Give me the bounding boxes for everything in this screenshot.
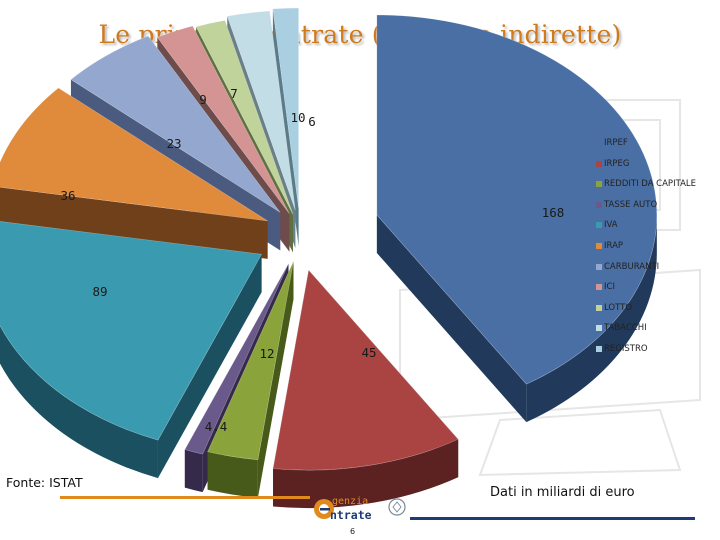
- data-label: 12: [259, 346, 274, 361]
- slice-rim: [184, 449, 203, 493]
- legend-swatch: [596, 263, 602, 270]
- legend-item: IVA: [596, 219, 714, 240]
- legend-item: TASSE AUTO: [596, 199, 714, 220]
- data-label: 36: [60, 188, 75, 203]
- data-label: 6: [308, 114, 316, 129]
- legend-swatch: [596, 160, 602, 167]
- slice-top: [70, 35, 281, 213]
- slice-rim: [207, 451, 258, 498]
- legend-swatch: [596, 242, 602, 249]
- pie-slice-iva: [0, 221, 263, 479]
- legend-label: ICI: [604, 282, 615, 293]
- slice-top: [156, 25, 290, 214]
- divider-right: [410, 517, 695, 520]
- slice-top: [376, 14, 658, 385]
- legend-label: REGISTRO: [604, 343, 648, 354]
- slice-rim: [273, 439, 459, 509]
- pie-slice-irpef: [376, 14, 658, 423]
- slice-rim: [526, 214, 657, 423]
- pie-slice-redditi-da-capitale: [207, 261, 294, 498]
- data-label: 9: [199, 92, 207, 107]
- legend-item: LOTTO: [596, 302, 714, 323]
- legend-label: IRPEF: [604, 138, 628, 148]
- data-label: 23: [166, 136, 181, 151]
- legend-swatch: [596, 325, 602, 332]
- legend-item: REDDITI DA CAPITALE: [596, 178, 714, 199]
- source-note: Fonte: ISTAT: [6, 475, 83, 490]
- legend-label: TABACCHI: [604, 323, 647, 334]
- legend-item: ICI: [596, 281, 714, 302]
- logo-text-line1: genzia: [332, 496, 369, 507]
- data-label: 7: [230, 86, 238, 101]
- slice-wall: [0, 187, 268, 259]
- divider-left: [60, 496, 310, 499]
- slice-wall: [376, 214, 527, 423]
- slice-wall: [257, 261, 294, 498]
- legend-swatch: [596, 345, 602, 352]
- data-label: 45: [361, 345, 376, 360]
- legend-label: CARBURANTI: [604, 261, 660, 272]
- pie-slice-irap: [0, 87, 268, 259]
- legend-item: IRAP: [596, 240, 714, 261]
- data-label: 10: [290, 110, 305, 125]
- data-label: 4.4: [205, 419, 228, 434]
- legend-swatch: [596, 284, 602, 291]
- legend-label: TASSE AUTO: [604, 199, 658, 210]
- slice-top: [226, 10, 296, 211]
- pie-slice-irpeg: [272, 269, 459, 509]
- slice-top: [0, 221, 263, 441]
- legend-swatch: [596, 181, 602, 188]
- legend-item: REGISTRO: [596, 343, 714, 364]
- legend-swatch: [596, 304, 602, 311]
- logo-mark: [314, 498, 406, 519]
- legend-item: IRPEG: [596, 158, 714, 179]
- legend-label: IRAP: [604, 240, 624, 251]
- page-number: 6: [350, 527, 356, 536]
- legend-item: IRPEF: [596, 137, 714, 158]
- data-label: 89: [92, 284, 107, 299]
- logo-text-line2: ntrate: [330, 508, 372, 522]
- slice-top: [272, 7, 299, 209]
- legend-label: REDDITI DA CAPITALE: [604, 179, 697, 190]
- slice-top: [272, 269, 459, 471]
- legend-label: IVA: [604, 220, 618, 231]
- units-note: Dati in miliardi di euro: [490, 485, 635, 500]
- slice-top: [184, 263, 289, 455]
- slice-rim: [0, 325, 158, 479]
- legend-swatch: [596, 201, 602, 208]
- data-label: 168: [542, 205, 565, 220]
- legend-label: LOTTO: [604, 302, 633, 313]
- slice-wall: [157, 254, 262, 479]
- legend-swatch: [596, 140, 602, 146]
- chart-legend: IRPEF IRPEG REDDITI DA CAPITALE TASSE AUTO I…: [596, 137, 714, 364]
- slice-top: [207, 261, 294, 461]
- slice-top: [195, 20, 294, 215]
- legend-item: TABACCHI: [596, 322, 714, 343]
- slice-top: [0, 87, 268, 222]
- agenzia-entrate-logo: genzia ntrate: [312, 494, 408, 524]
- legend-swatch: [596, 222, 602, 229]
- legend-item: CARBURANTI: [596, 261, 714, 282]
- legend-label: IRPEG: [604, 158, 630, 169]
